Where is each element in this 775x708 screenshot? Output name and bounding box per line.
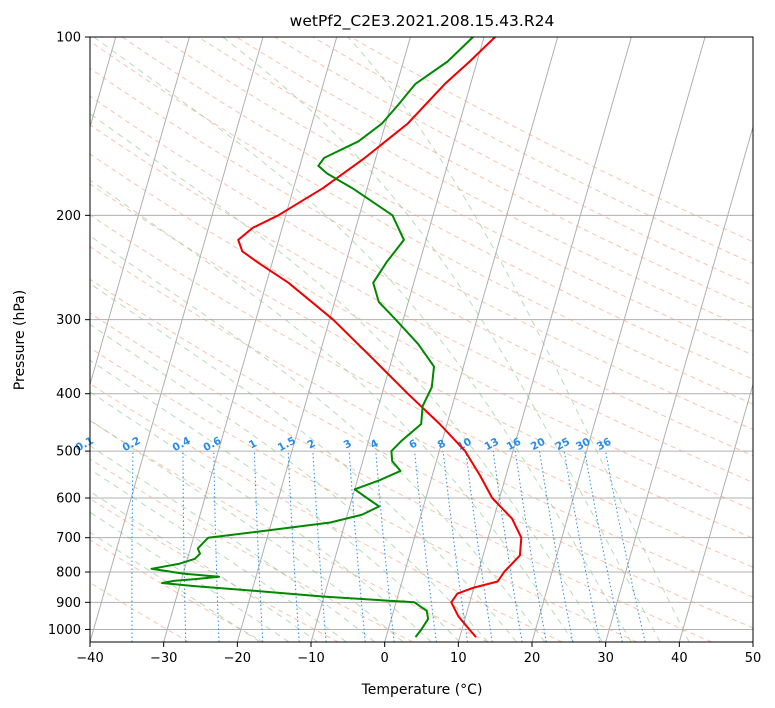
isotherm-line <box>457 37 632 642</box>
mixing-ratio-line <box>414 451 437 642</box>
temperature-profile-line <box>237 37 523 638</box>
x-tick-label: −40 <box>76 651 103 666</box>
isotherm-line <box>236 37 411 642</box>
x-tick-label: 40 <box>671 651 688 666</box>
moist-adiabat-line <box>90 179 575 642</box>
y-axis-ticks: 100 200 300 400 500 600 700 800 900 1000 <box>48 31 90 638</box>
isotherm-line <box>90 37 190 387</box>
x-tick-label: −10 <box>297 651 324 666</box>
x-tick-label: 10 <box>450 651 467 666</box>
dry-adiabat-line <box>90 347 638 642</box>
y-tick-label: 800 <box>56 566 81 581</box>
y-axis-title: Pressure (hPa) <box>12 290 28 390</box>
dry-adiabat-line <box>90 246 753 598</box>
background-lines <box>90 37 753 642</box>
plot-frame <box>89 36 754 643</box>
mixing-ratio-line <box>465 451 493 642</box>
moist-adiabat-line <box>90 235 546 642</box>
y-tick-label: 700 <box>56 531 81 546</box>
dry-adiabat-line <box>90 312 712 642</box>
moist-adiabat-line <box>90 323 489 642</box>
x-tick-label: 50 <box>745 651 762 666</box>
isotherm-line <box>163 37 338 642</box>
x-axis-title: Temperature (°C) <box>361 682 483 698</box>
dry-adiabat-line <box>121 37 753 380</box>
moist-adiabat-line <box>93 37 632 642</box>
dry-adiabat-line <box>90 183 753 539</box>
isotherm-line <box>678 382 753 642</box>
mixing-ratio-line <box>605 451 646 642</box>
y-tick-label: 600 <box>56 492 81 507</box>
x-tick-label: −30 <box>150 651 177 666</box>
mixing-ratio-line <box>348 451 366 642</box>
moist-adiabat-line <box>222 37 661 642</box>
dry-adiabat-line <box>90 420 488 642</box>
isotherm-line <box>531 37 706 642</box>
dry-adiabat-line <box>90 278 753 629</box>
moist-adiabat-line <box>90 282 517 642</box>
x-tick-label: −20 <box>224 651 251 666</box>
x-tick-label: 30 <box>597 651 614 666</box>
y-tick-label: 200 <box>56 209 81 224</box>
dry-adiabat-line <box>90 458 414 642</box>
dry-adiabat-line <box>159 37 753 356</box>
dry-adiabat-line <box>90 582 190 642</box>
moist-adiabat-line <box>90 445 376 642</box>
moist-adiabat-line <box>90 419 404 642</box>
mixing-ratio-line <box>584 451 623 642</box>
dry-adiabat-line <box>90 124 753 483</box>
moist-adiabat-line <box>347 37 690 642</box>
moist-adiabat-line <box>90 531 261 642</box>
isotherm-line <box>90 37 264 642</box>
y-tick-label: 500 <box>56 445 81 460</box>
mixing-ratio-line <box>492 451 523 642</box>
profiles <box>150 37 523 638</box>
mixing-ratio-line <box>563 451 601 642</box>
y-tick-label: 1000 <box>48 623 81 638</box>
isotherm-line <box>605 125 753 642</box>
mixing-ratio-line <box>442 451 468 642</box>
moist-adiabat-line <box>90 468 347 642</box>
x-tick-label: 20 <box>524 651 541 666</box>
y-tick-label: 100 <box>56 31 81 46</box>
dry-adiabat-line <box>90 539 264 642</box>
moist-adiabat-line <box>90 113 603 642</box>
moist-adiabat-line <box>90 359 461 642</box>
isotherm-line <box>384 37 559 642</box>
dewpoint-profile-line <box>150 37 474 638</box>
y-tick-label: 900 <box>56 596 81 611</box>
x-tick-label: 0 <box>381 651 389 666</box>
chart-title: wetPf2_C2E3.2021.208.15.43.R24 <box>290 12 555 31</box>
dry-adiabat-line <box>90 153 753 511</box>
dry-adiabat-line <box>90 67 753 431</box>
y-tick-label: 300 <box>56 313 81 328</box>
mixing-ratio-line <box>375 451 395 642</box>
dry-adiabat-line <box>236 37 753 309</box>
y-tick-label: 400 <box>56 387 81 402</box>
x-axis-ticks: −40 −30 −20 −10 0 10 20 30 40 50 <box>76 642 761 666</box>
